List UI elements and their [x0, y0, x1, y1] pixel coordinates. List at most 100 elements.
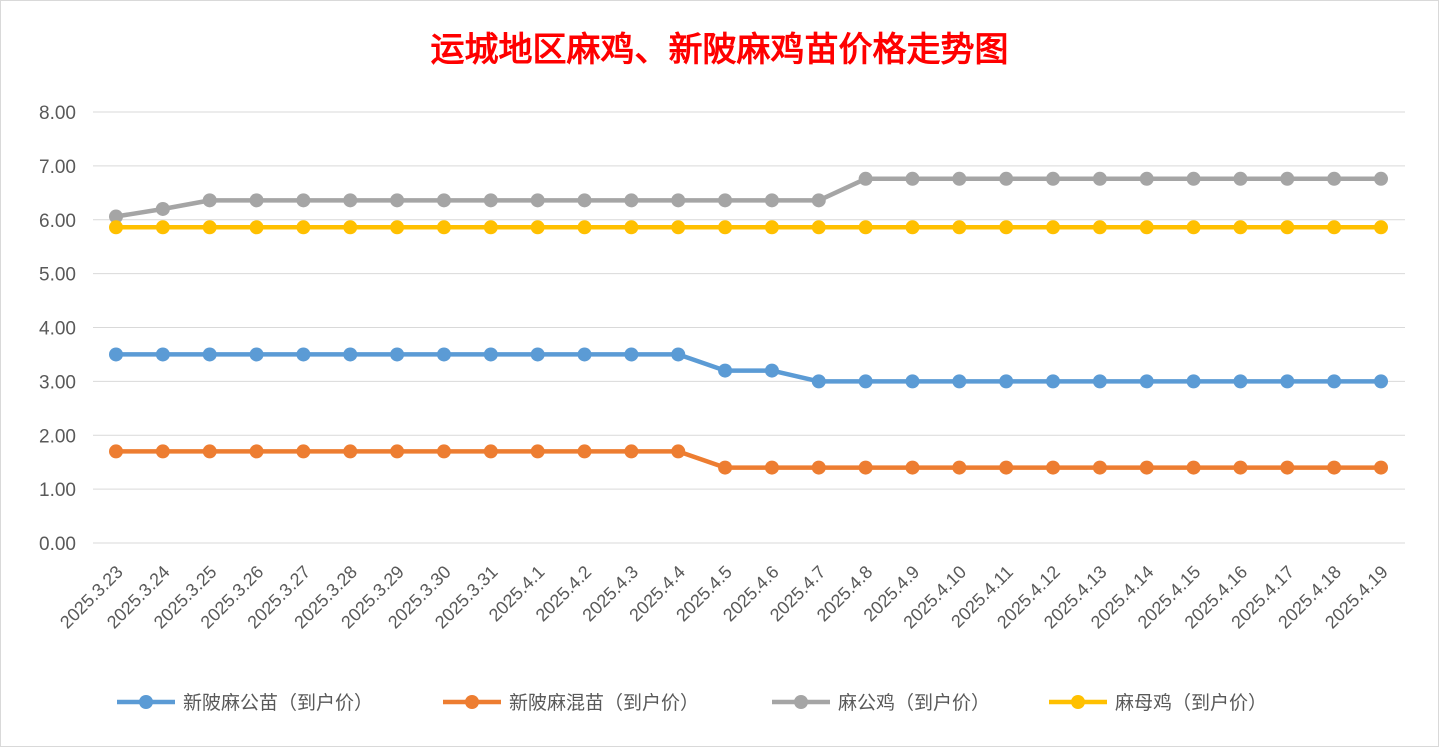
data-point	[624, 193, 639, 208]
y-tick-label: 1.00	[39, 480, 76, 501]
data-point	[436, 347, 451, 362]
y-tick-label: 0.00	[39, 534, 76, 555]
data-point	[1374, 220, 1388, 235]
data-point	[671, 220, 686, 235]
data-point	[764, 460, 779, 475]
y-axis-ticks: 0.00 1.00 2.00 3.00 4.00 5.00 6.00 7.00 8.00	[39, 103, 76, 555]
data-point	[1139, 460, 1154, 475]
data-point	[1327, 460, 1342, 475]
data-point	[296, 347, 311, 362]
data-point	[952, 374, 967, 389]
data-point	[811, 220, 826, 235]
series-2	[109, 444, 1388, 475]
legend-item: 新陂麻混苗（到户价）	[443, 692, 699, 714]
y-tick-label: 7.00	[39, 157, 76, 178]
data-point	[109, 220, 123, 235]
data-point	[390, 220, 405, 235]
legend: 新陂麻公苗（到户价） 新陂麻混苗（到户价） 麻公鸡（到户价） 麻母鸡（到户价）	[117, 692, 1267, 714]
data-point	[718, 220, 733, 235]
data-point	[858, 374, 873, 389]
data-point	[1233, 460, 1248, 475]
y-tick-label: 5.00	[39, 265, 76, 286]
legend-label: 新陂麻混苗（到户价）	[509, 692, 699, 714]
data-point	[952, 460, 967, 475]
data-point	[671, 444, 686, 459]
data-point	[764, 363, 779, 378]
data-point	[436, 193, 451, 208]
data-point	[530, 220, 545, 235]
data-point	[811, 193, 826, 208]
data-point	[1186, 171, 1201, 186]
data-point	[811, 374, 826, 389]
data-point	[764, 220, 779, 235]
data-point	[530, 347, 545, 362]
data-point	[109, 444, 123, 459]
y-tick-label: 2.00	[39, 426, 76, 447]
data-point	[109, 209, 123, 224]
legend-label: 新陂麻公苗（到户价）	[183, 692, 373, 714]
data-point	[1046, 374, 1061, 389]
data-point	[296, 444, 311, 459]
data-point	[343, 193, 358, 208]
data-point	[624, 220, 639, 235]
data-point	[249, 193, 264, 208]
data-point	[624, 444, 639, 459]
data-point	[1046, 460, 1061, 475]
data-point	[343, 347, 358, 362]
data-point	[1186, 220, 1201, 235]
data-point	[249, 220, 264, 235]
data-point	[905, 220, 920, 235]
legend-label: 麻母鸡（到户价）	[1115, 692, 1267, 714]
data-point	[577, 193, 592, 208]
data-point	[483, 347, 498, 362]
data-point	[1186, 460, 1201, 475]
data-point	[1280, 460, 1295, 475]
data-point	[155, 347, 170, 362]
series-1	[109, 347, 1388, 389]
data-point	[1280, 374, 1295, 389]
data-point	[1327, 171, 1342, 186]
data-point	[1374, 460, 1388, 475]
data-point	[577, 444, 592, 459]
x-axis-ticks: 2025.3.232025.3.242025.3.252025.3.262025…	[56, 562, 1392, 633]
data-point	[1186, 374, 1201, 389]
legend-marker	[465, 695, 479, 709]
data-point	[1046, 171, 1061, 186]
data-point	[1233, 220, 1248, 235]
y-tick-label: 8.00	[39, 103, 76, 124]
data-point	[952, 171, 967, 186]
series-lines	[109, 171, 1388, 475]
data-point	[671, 193, 686, 208]
data-point	[343, 220, 358, 235]
data-point	[1092, 220, 1107, 235]
legend-marker	[794, 695, 808, 709]
data-point	[202, 193, 217, 208]
data-point	[202, 444, 217, 459]
data-point	[1139, 220, 1154, 235]
y-tick-label: 6.00	[39, 211, 76, 232]
data-point	[436, 220, 451, 235]
legend-item: 麻母鸡（到户价）	[1049, 692, 1267, 714]
data-point	[999, 460, 1014, 475]
data-point	[1092, 374, 1107, 389]
data-point	[577, 347, 592, 362]
data-point	[905, 460, 920, 475]
legend-item: 新陂麻公苗（到户价）	[117, 692, 373, 714]
series-4	[109, 220, 1388, 235]
data-point	[530, 444, 545, 459]
data-point	[249, 444, 264, 459]
data-point	[764, 193, 779, 208]
data-point	[530, 193, 545, 208]
data-point	[249, 347, 264, 362]
data-point	[296, 220, 311, 235]
series-3	[109, 171, 1388, 224]
data-point	[952, 220, 967, 235]
y-tick-label: 4.00	[39, 319, 76, 340]
data-point	[718, 363, 733, 378]
data-point	[718, 460, 733, 475]
series-line	[113, 449, 1384, 470]
data-point	[577, 220, 592, 235]
data-point	[1092, 460, 1107, 475]
data-point	[811, 460, 826, 475]
